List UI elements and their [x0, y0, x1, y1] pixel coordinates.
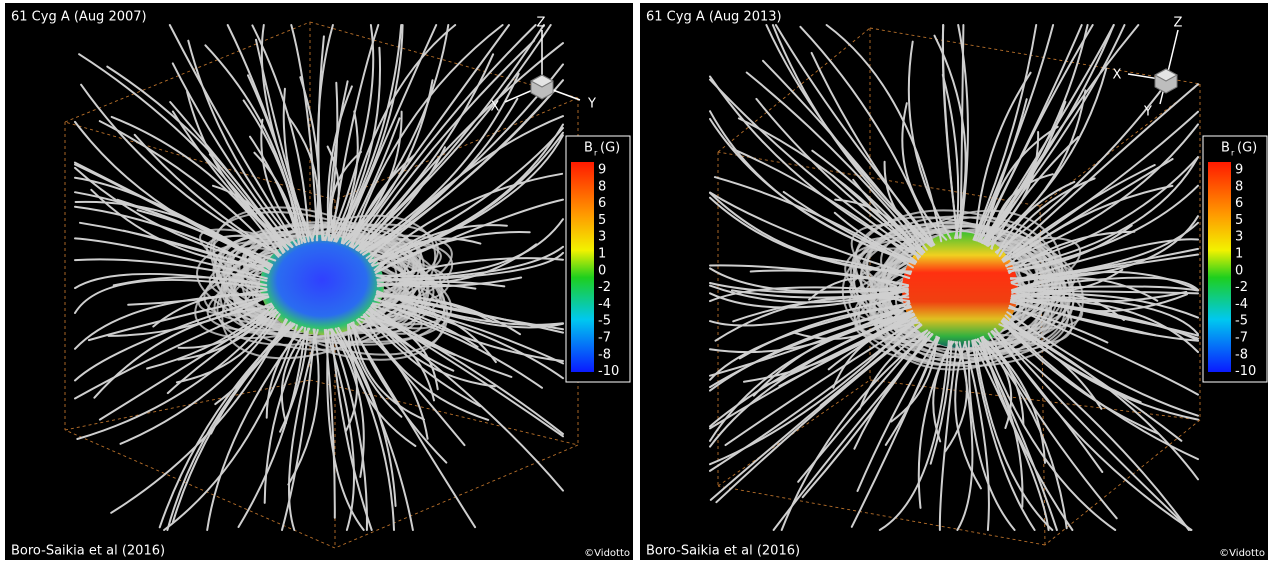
colorbar-tick-label: 1: [1235, 247, 1243, 262]
copyright: ©Vidotto: [1219, 548, 1265, 559]
axis-label-x: X: [1113, 68, 1122, 83]
colorbar-gradient: [571, 162, 594, 372]
colorbar-tick-label: -5: [1235, 314, 1248, 329]
colorbar: Br(G)9865310-2-4-5-7-8-10: [566, 136, 630, 382]
colorbar-symbol: B: [1221, 141, 1230, 156]
colorbar-tick-label: 8: [1235, 179, 1243, 194]
colorbar-tick-label: 5: [598, 213, 606, 228]
colorbar-tick-label: -2: [598, 280, 611, 295]
colorbar-tick-label: 0: [1235, 263, 1243, 278]
axis-label-y: Y: [1143, 105, 1152, 120]
axis-label-x: X: [491, 100, 500, 115]
colorbar-tick-label: -7: [1235, 331, 1248, 346]
copyright: ©Vidotto: [584, 548, 630, 559]
colorbar-tick-label: 8: [598, 179, 606, 194]
colorbar-tick-label: 3: [598, 230, 606, 245]
colorbar-tick-label: 0: [598, 263, 606, 278]
colorbar-tick-label: -10: [1235, 364, 1256, 379]
colorbar-tick-label: -8: [598, 347, 611, 362]
colorbar-unit: (G): [600, 141, 620, 156]
panel: 61 Cyg A (Aug 2007) Boro-Saikia et al (20…: [5, 3, 633, 560]
colorbar-tick-label: -7: [598, 331, 611, 346]
colorbar-tick-label: 6: [1235, 196, 1243, 211]
colorbar-tick-label: 9: [1235, 163, 1243, 178]
colorbar-tick-label: -8: [1235, 347, 1248, 362]
colorbar-tick-label: 6: [598, 196, 606, 211]
colorbar-unit: (G): [1237, 141, 1257, 156]
colorbar-tick-label: 9: [598, 163, 606, 178]
panel-title: 61 Cyg A (Aug 2007): [11, 10, 147, 25]
credit: Boro-Saikia et al (2016): [11, 544, 165, 559]
colorbar-tick-label: -4: [598, 297, 611, 312]
panel-title: 61 Cyg A (Aug 2013): [646, 10, 782, 25]
colorbar-tick-label: -4: [1235, 297, 1248, 312]
colorbar-tick-label: 1: [598, 247, 606, 262]
colorbar-tick-label: -10: [598, 364, 619, 379]
panel: 61 Cyg A (Aug 2013) Boro-Saikia et al (20…: [640, 3, 1268, 560]
colorbar: Br(G)9865310-2-4-5-7-8-10: [1203, 136, 1267, 382]
colorbar-tick-label: -5: [598, 314, 611, 329]
credit: Boro-Saikia et al (2016): [646, 544, 800, 559]
axis-label-z: Z: [1174, 16, 1183, 31]
colorbar-symbol: B: [584, 141, 593, 156]
figure: 61 Cyg A (Aug 2007) Boro-Saikia et al (20…: [0, 0, 1271, 563]
colorbar-tick-label: -2: [1235, 280, 1248, 295]
colorbar-tick-label: 3: [1235, 230, 1243, 245]
colorbar-gradient: [1208, 162, 1231, 372]
axis-label-z: Z: [537, 16, 546, 31]
axis-label-y: Y: [587, 97, 596, 112]
colorbar-tick-label: 5: [1235, 213, 1243, 228]
